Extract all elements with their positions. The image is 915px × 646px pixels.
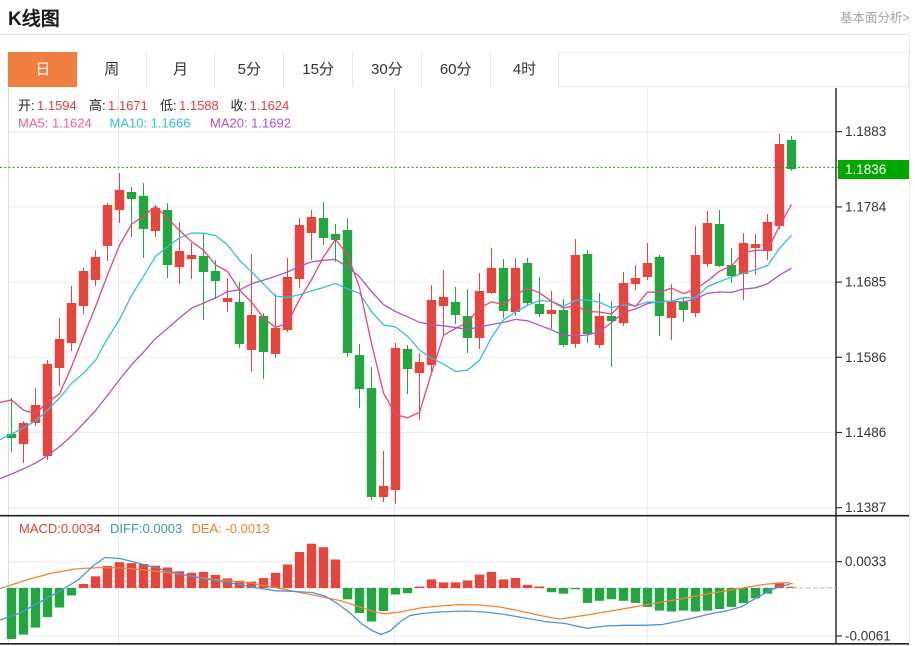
- svg-text:1.1624: 1.1624: [250, 98, 290, 113]
- svg-text:1.1671: 1.1671: [108, 98, 148, 113]
- svg-text:1.1586: 1.1586: [845, 350, 886, 365]
- svg-text:DIFF:0.0003: DIFF:0.0003: [110, 521, 182, 536]
- svg-text:MA5: 1.1624: MA5: 1.1624: [18, 116, 92, 131]
- svg-text:低:: 低:: [160, 98, 177, 113]
- svg-text:1.1588: 1.1588: [179, 98, 219, 113]
- svg-text:1.1486: 1.1486: [845, 425, 886, 440]
- svg-text:DEA: -0.0013: DEA: -0.0013: [192, 521, 270, 536]
- svg-text:1.1685: 1.1685: [845, 275, 886, 290]
- svg-text:0.0033: 0.0033: [845, 554, 886, 569]
- svg-text:1.1594: 1.1594: [37, 98, 77, 113]
- svg-text:-0.0061: -0.0061: [845, 629, 891, 644]
- svg-text:MA20: 1.1692: MA20: 1.1692: [210, 116, 291, 131]
- svg-text:MA10: 1.1666: MA10: 1.1666: [110, 116, 191, 131]
- svg-text:1.1387: 1.1387: [845, 500, 886, 515]
- svg-text:MACD:0.0034: MACD:0.0034: [19, 521, 101, 536]
- svg-text:1.1883: 1.1883: [845, 124, 886, 139]
- svg-text:开:: 开:: [18, 98, 35, 113]
- svg-text:1.1784: 1.1784: [845, 199, 887, 214]
- svg-text:收:: 收:: [231, 98, 248, 113]
- svg-text:高:: 高:: [89, 98, 106, 113]
- svg-text:1.1836: 1.1836: [845, 162, 886, 177]
